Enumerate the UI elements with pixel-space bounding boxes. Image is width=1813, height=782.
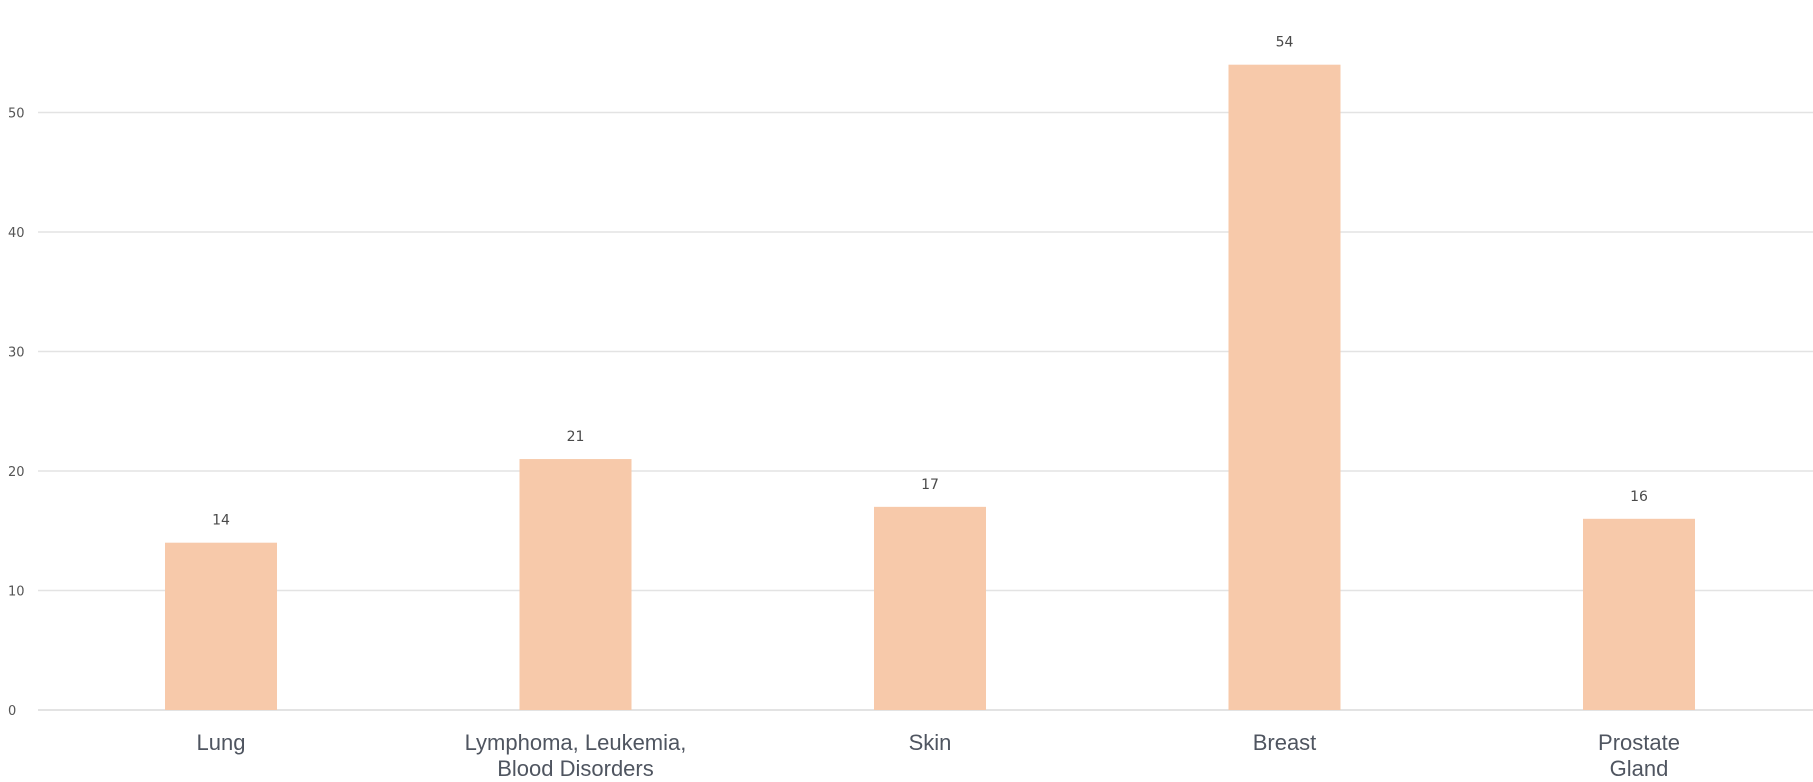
x-tick-label: Skin (909, 730, 952, 755)
y-tick-label: 20 (8, 465, 25, 480)
x-tick-label: Lymphoma, Leukemia, (465, 730, 687, 755)
gridlines (38, 111, 1813, 711)
data-labels: 14 21 17 54 16 (212, 35, 1648, 529)
x-tick-label: Gland (1610, 756, 1669, 781)
bar (1583, 518, 1695, 710)
x-tick-label: Lung (197, 730, 246, 755)
bar (519, 459, 632, 710)
data-label: 14 (212, 513, 230, 529)
data-label: 54 (1276, 35, 1294, 51)
bar (165, 542, 277, 710)
bars (165, 64, 1695, 710)
x-axis-labels: Lung Lymphoma, Leukemia,Blood Disorders Sk… (197, 730, 1680, 781)
y-axis-ticks: 0 10 20 30 40 50 (8, 107, 25, 720)
data-label: 21 (567, 429, 585, 445)
y-tick-label: 30 (8, 346, 25, 361)
y-tick-label: 50 (8, 107, 25, 122)
bar (874, 506, 986, 710)
x-tick-label: Breast (1253, 730, 1317, 755)
bar (1228, 64, 1341, 710)
data-label: 16 (1630, 489, 1648, 505)
y-tick-label: 0 (8, 704, 16, 719)
y-tick-label: 40 (8, 226, 25, 241)
y-tick-label: 10 (8, 585, 25, 600)
data-label: 17 (921, 477, 939, 493)
x-tick-label: Blood Disorders (497, 756, 654, 781)
x-tick-label: Prostate (1598, 730, 1680, 755)
